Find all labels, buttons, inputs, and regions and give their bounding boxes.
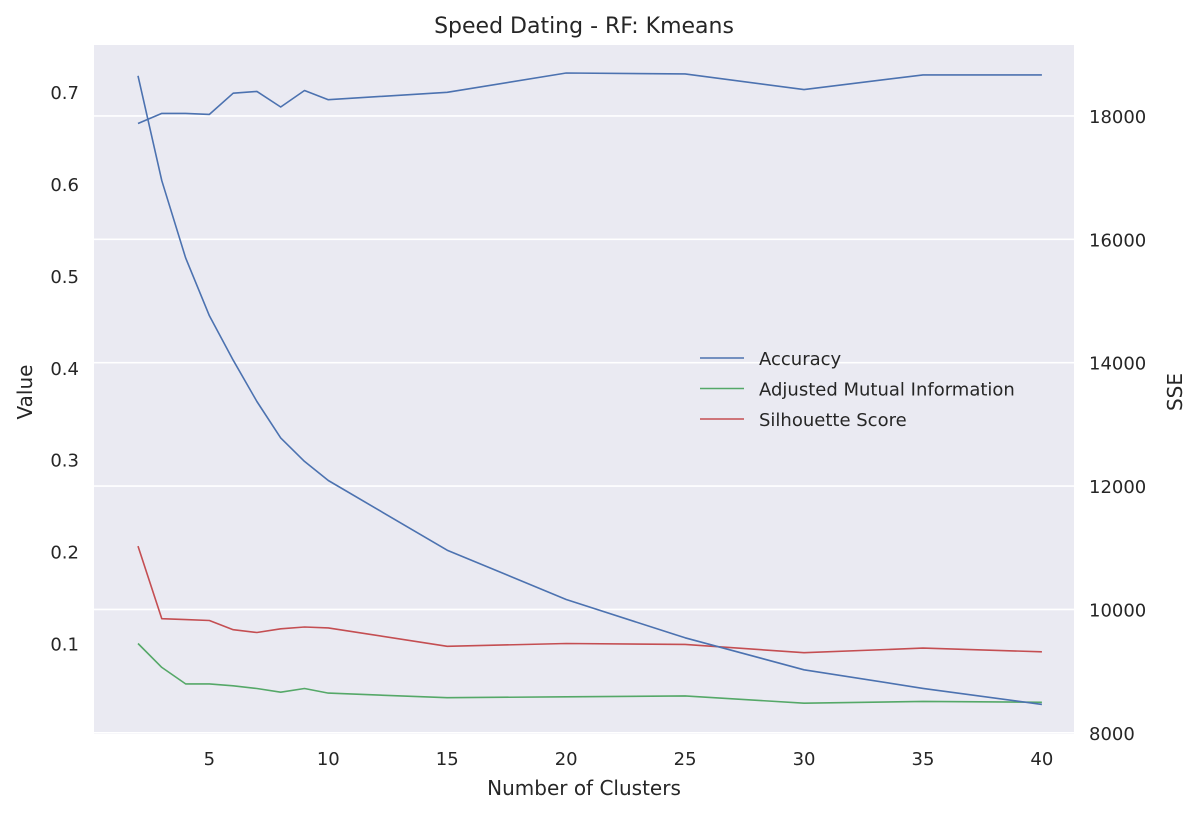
y-tick-label: 0.4: [50, 359, 79, 380]
legend-label: Silhouette Score: [759, 410, 907, 431]
legend-label: Accuracy: [759, 349, 842, 370]
y2-tick-labels: 8000 10000 12000 14000 16000 18000: [1089, 107, 1146, 745]
legend-label: Adjusted Mutual Information: [759, 380, 1015, 401]
x-tick-label: 15: [436, 749, 459, 770]
y-tick-labels: 0.1 0.2 0.3 0.4 0.5 0.6 0.7: [50, 83, 79, 655]
y2-axis-label: SSE: [1163, 373, 1187, 411]
y-axis-label: Value: [13, 365, 37, 420]
x-tick-label: 40: [1030, 749, 1053, 770]
y-tick-label: 0.5: [50, 267, 79, 288]
chart-title: Speed Dating - RF: Kmeans: [434, 14, 734, 39]
y-tick-label: 0.2: [50, 543, 79, 564]
series-line-sse: [137, 75, 1043, 706]
x-tick-label: 10: [317, 749, 340, 770]
x-tick-label: 25: [674, 749, 697, 770]
y2-tick-label: 18000: [1089, 107, 1146, 128]
legend: Accuracy Adjusted Mutual Information Silho…: [700, 349, 1015, 431]
x-tick-label: 5: [204, 749, 215, 770]
y-tick-label: 0.6: [50, 175, 79, 196]
x-tick-label: 20: [555, 749, 578, 770]
y-tick-label: 0.3: [50, 451, 79, 472]
y2-tick-label: 12000: [1089, 477, 1146, 498]
y-tick-label: 0.7: [50, 83, 79, 104]
x-tick-labels: 5 10 15 20 25 30 35 40: [204, 749, 1054, 770]
y2-tick-label: 14000: [1089, 354, 1146, 375]
y2-tick-label: 16000: [1089, 230, 1146, 251]
y2-tick-label: 10000: [1089, 600, 1146, 621]
series-line-silhouette-score: [137, 545, 1042, 654]
grid: [94, 115, 1074, 734]
plot-background: [94, 45, 1074, 734]
series-line-adjusted-mutual-information: [137, 642, 1042, 705]
y-tick-label: 0.1: [50, 634, 79, 655]
x-axis-label: Number of Clusters: [487, 776, 681, 800]
series-lines: [137, 72, 1043, 706]
series-line-accuracy: [137, 72, 1042, 125]
y2-tick-label: 8000: [1089, 724, 1135, 745]
x-tick-label: 35: [912, 749, 935, 770]
x-tick-label: 30: [793, 749, 816, 770]
